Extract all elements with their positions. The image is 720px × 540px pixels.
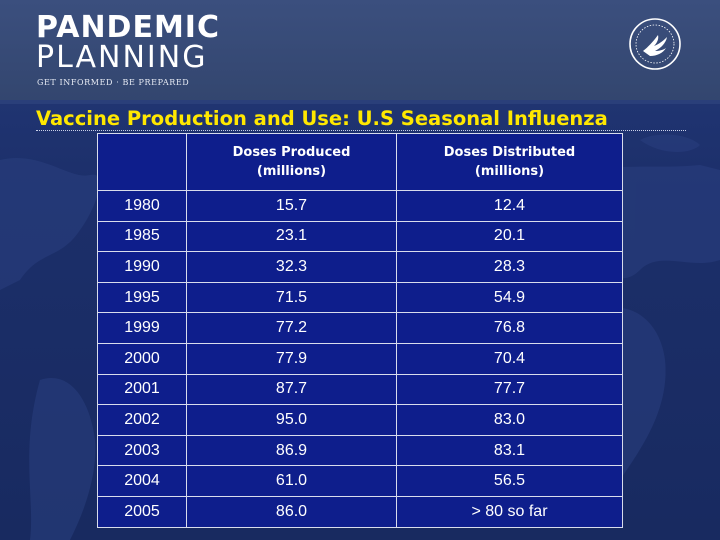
- cell-produced: 77.2: [186, 312, 397, 344]
- table-row: 1990 32.3 28.3: [97, 251, 623, 283]
- cell-distributed: 77.7: [396, 373, 623, 406]
- header-distributed-line2: (millions): [474, 164, 545, 179]
- cell-year: 2002: [97, 404, 187, 436]
- table-row: 1999 77.2 76.8: [97, 312, 623, 344]
- table-row: 1995 71.5 54.9: [97, 281, 623, 314]
- cell-distributed: 20.1: [396, 220, 623, 253]
- cell-year: 1985: [97, 220, 187, 253]
- cell-distributed: > 80 so far: [396, 495, 623, 528]
- vaccine-data-table: Doses Produced (millions) Doses Distribu…: [97, 133, 623, 528]
- table-row: 2002 95.0 83.0: [97, 404, 623, 436]
- cell-distributed: 12.4: [396, 190, 623, 222]
- cell-distributed: 56.5: [396, 465, 623, 497]
- cell-distributed: 28.3: [396, 251, 623, 283]
- cell-year: 2004: [97, 465, 187, 497]
- cell-distributed: 70.4: [396, 342, 623, 375]
- table-row: 1985 23.1 20.1: [97, 220, 623, 253]
- brand-line-2: PLANNING: [36, 40, 208, 75]
- cell-year: 2003: [97, 434, 187, 467]
- cell-distributed: 83.0: [396, 404, 623, 436]
- cell-produced: 15.7: [186, 190, 397, 222]
- header-distributed-line1: Doses Distributed: [443, 145, 576, 160]
- cell-produced: 71.5: [186, 281, 397, 314]
- table-header-row: Doses Produced (millions) Doses Distribu…: [97, 133, 623, 191]
- brand-line-1: PANDEMIC: [36, 10, 220, 45]
- cell-distributed: 54.9: [396, 281, 623, 314]
- header-divider: [0, 100, 720, 104]
- cell-year: 1999: [97, 312, 187, 344]
- table-row: 2003 86.9 83.1: [97, 434, 623, 467]
- cell-produced: 86.0: [186, 495, 397, 528]
- table-row: 2005 86.0 > 80 so far: [97, 495, 623, 528]
- table-row: 1980 15.7 12.4: [97, 190, 623, 222]
- cell-year: 2000: [97, 342, 187, 375]
- cell-produced: 77.9: [186, 342, 397, 375]
- cell-produced: 86.9: [186, 434, 397, 467]
- cell-year: 1990: [97, 251, 187, 283]
- cell-produced: 95.0: [186, 404, 397, 436]
- header-produced-line2: (millions): [256, 164, 327, 179]
- table-row: 2000 77.9 70.4: [97, 342, 623, 375]
- header-cell-produced: Doses Produced (millions): [186, 133, 397, 191]
- header-produced-line1: Doses Produced: [232, 145, 351, 160]
- table-row: 2001 87.7 77.7: [97, 373, 623, 406]
- cell-produced: 61.0: [186, 465, 397, 497]
- slide-title: Vaccine Production and Use: U.S Seasonal…: [36, 107, 608, 130]
- header-cell-year: [97, 133, 187, 191]
- header-banner: [0, 0, 720, 100]
- cell-distributed: 76.8: [396, 312, 623, 344]
- cell-distributed: 83.1: [396, 434, 623, 467]
- table-body: 1980 15.7 12.4 1985 23.1 20.1 1990 32.3 …: [97, 190, 623, 528]
- cell-year: 2001: [97, 373, 187, 406]
- hhs-seal-icon: [629, 18, 681, 70]
- cell-produced: 32.3: [186, 251, 397, 283]
- title-underline: [36, 130, 686, 131]
- brand-tagline: GET INFORMED · BE PREPARED: [37, 78, 190, 87]
- cell-year: 1995: [97, 281, 187, 314]
- cell-produced: 23.1: [186, 220, 397, 253]
- cell-year: 2005: [97, 495, 187, 528]
- cell-year: 1980: [97, 190, 187, 222]
- cell-produced: 87.7: [186, 373, 397, 406]
- header-cell-distributed: Doses Distributed (millions): [396, 133, 623, 191]
- table-row: 2004 61.0 56.5: [97, 465, 623, 497]
